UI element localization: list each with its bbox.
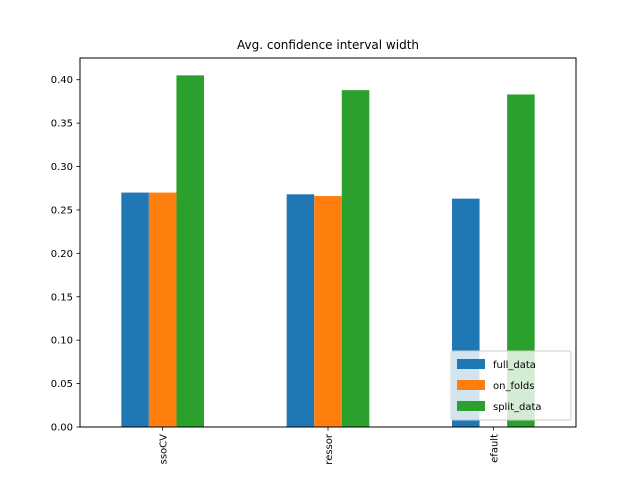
legend-swatch-full_data	[457, 359, 485, 369]
bar-full_data-0	[121, 192, 149, 427]
bar-on_folds-1	[314, 196, 342, 427]
legend-swatch-on_folds	[457, 380, 485, 390]
y-tick-label: 0.30	[51, 162, 73, 173]
x-tick-label: ssoCV	[159, 434, 170, 465]
x-tick-label: ressor	[324, 433, 335, 465]
legend: full_data on_folds split_data	[450, 350, 572, 421]
legend-swatch-split_data	[457, 401, 485, 411]
bar-split_data-1	[341, 90, 370, 428]
bar-on_folds-0	[148, 192, 177, 427]
legend-label-on_folds: on_folds	[493, 381, 534, 392]
y-axis: 0.00 0.05 0.10 0.15 0.20 0.25 0.30 0.35 0.40	[51, 75, 80, 434]
y-tick-label: 0.20	[51, 249, 73, 260]
y-tick-label: 0.15	[51, 292, 73, 303]
x-tick-label: efault	[489, 434, 500, 463]
bar-full_data-1	[286, 194, 315, 427]
legend-label-full_data: full_data	[493, 360, 536, 371]
y-tick-label: 0.00	[51, 423, 73, 434]
y-tick-label: 0.10	[51, 336, 73, 347]
y-tick-label: 0.35	[51, 119, 73, 130]
y-tick-label: 0.25	[51, 205, 73, 216]
bar-split_data-0	[176, 75, 204, 427]
legend-label-split_data: split_data	[493, 402, 542, 413]
y-tick-label: 0.40	[51, 75, 73, 86]
y-tick-label: 0.05	[51, 379, 73, 390]
chart-title: Avg. confidence interval width	[237, 38, 419, 52]
axes-frame	[79, 57, 577, 428]
x-axis: ssoCV ressor efault	[159, 427, 500, 465]
